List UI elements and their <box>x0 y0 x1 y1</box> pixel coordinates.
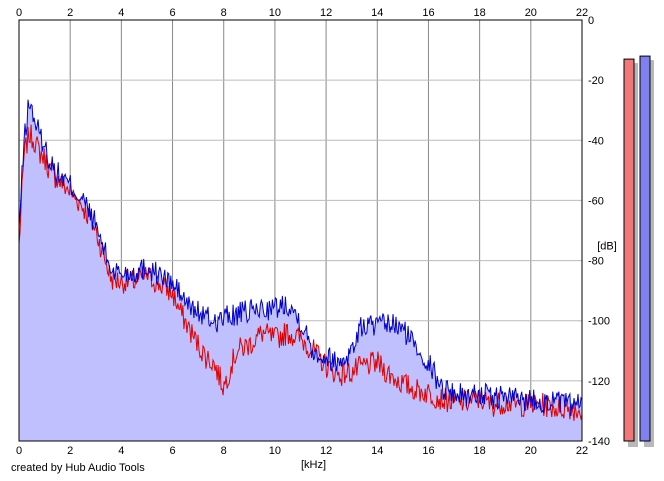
level-meter-red <box>623 58 635 442</box>
y-tick-label: -140 <box>588 436 610 448</box>
spectrum-area-fill <box>19 99 582 441</box>
x-tick-label-bottom: 22 <box>576 445 588 457</box>
x-tick-label-top: 2 <box>67 7 73 19</box>
y-tick-label: 0 <box>588 15 594 27</box>
x-tick-labels-top: 0 2 4 6 8 10 12 14 16 18 20 22 <box>16 7 588 19</box>
level-meter-blue <box>639 55 651 442</box>
x-tick-label-top: 18 <box>474 7 486 19</box>
x-tick-label-top: 12 <box>320 7 332 19</box>
x-tick-label-bottom: 14 <box>371 445 383 457</box>
x-tick-label-top: 10 <box>269 7 281 19</box>
y-tick-label: -60 <box>588 195 604 207</box>
y-axis-title: [dB] <box>597 241 617 253</box>
x-tick-label-top: 14 <box>371 7 383 19</box>
x-tick-label-top: 8 <box>221 7 227 19</box>
x-tick-label-bottom: 6 <box>169 445 175 457</box>
y-tick-label: -40 <box>588 135 604 147</box>
x-tick-labels-bottom: 0 2 4 6 8 10 12 14 16 18 20 22 <box>16 445 588 457</box>
x-tick-label-top: 22 <box>576 7 588 19</box>
x-tick-label-bottom: 20 <box>525 445 537 457</box>
x-tick-label-bottom: 8 <box>221 445 227 457</box>
x-tick-label-bottom: 16 <box>422 445 434 457</box>
x-tick-label-top: 4 <box>118 7 124 19</box>
x-tick-label-bottom: 18 <box>474 445 486 457</box>
x-tick-label-bottom: 12 <box>320 445 332 457</box>
y-tick-label: -100 <box>588 316 610 328</box>
x-axis-title: [kHz] <box>301 459 326 471</box>
x-tick-label-bottom: 0 <box>16 445 22 457</box>
x-tick-label-top: 6 <box>169 7 175 19</box>
x-tick-label-bottom: 10 <box>269 445 281 457</box>
series-blue-line <box>18 99 583 416</box>
y-tick-label: -120 <box>588 376 610 388</box>
x-tick-label-top: 20 <box>525 7 537 19</box>
x-tick-label-bottom: 2 <box>67 445 73 457</box>
level-meters <box>623 55 654 447</box>
y-tick-label: -80 <box>588 256 604 268</box>
x-tick-label-top: 16 <box>422 7 434 19</box>
x-tick-label-top: 0 <box>16 7 22 19</box>
y-tick-label: -20 <box>588 75 604 87</box>
plot-border <box>18 19 583 442</box>
credit-text: created by Hub Audio Tools <box>11 462 145 474</box>
y-tick-labels: 0 -20 -40 -60 -80 -100 -120 -140 <box>588 15 610 448</box>
x-tick-label-bottom: 4 <box>118 445 124 457</box>
